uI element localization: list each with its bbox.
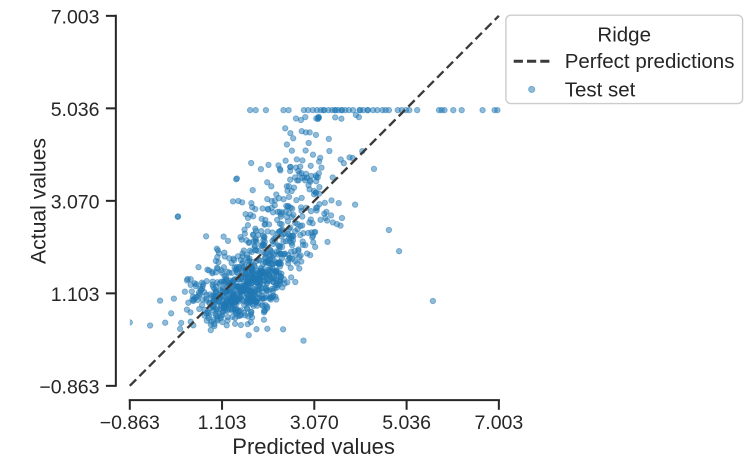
svg-text:3.070: 3.070 (51, 191, 100, 213)
svg-text:−0.863: −0.863 (100, 412, 160, 434)
svg-text:Ridge: Ridge (597, 24, 651, 47)
svg-text:Actual values: Actual values (28, 138, 51, 264)
svg-text:Predicted values: Predicted values (232, 434, 395, 459)
svg-text:Perfect predictions: Perfect predictions (565, 50, 735, 73)
svg-text:1.103: 1.103 (198, 412, 247, 434)
svg-text:7.003: 7.003 (474, 412, 523, 434)
svg-text:1.103: 1.103 (51, 284, 100, 306)
svg-text:3.070: 3.070 (290, 412, 339, 434)
svg-text:5.036: 5.036 (382, 412, 431, 434)
svg-text:7.003: 7.003 (51, 6, 100, 28)
svg-text:−0.863: −0.863 (39, 376, 99, 398)
svg-text:Test set: Test set (565, 78, 636, 101)
svg-text:5.036: 5.036 (51, 99, 100, 121)
